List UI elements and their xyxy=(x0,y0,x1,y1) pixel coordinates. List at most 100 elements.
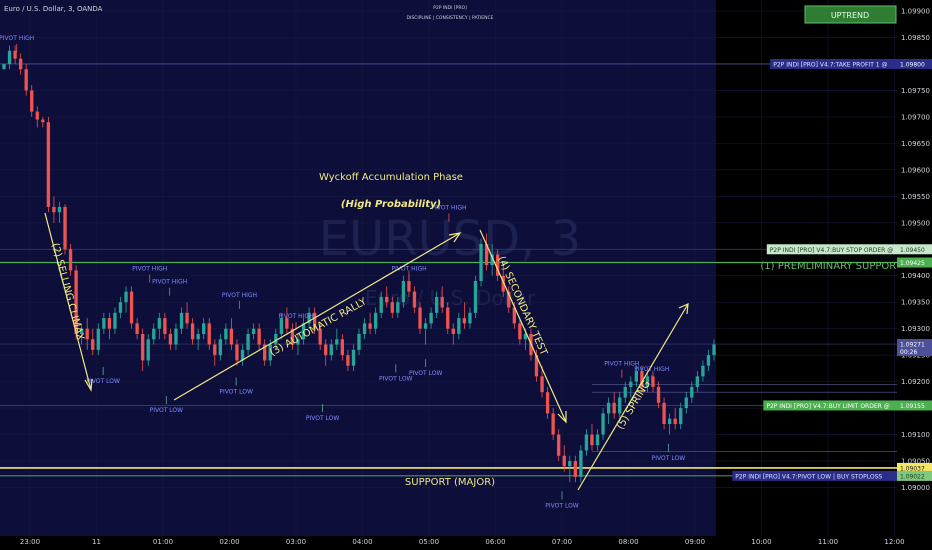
candle-body xyxy=(690,386,694,398)
candle-body xyxy=(213,344,217,356)
time-tick-label: 23:00 xyxy=(20,538,40,546)
candle-body xyxy=(512,307,516,324)
buy-limit-label-bg xyxy=(763,400,897,411)
candle-body xyxy=(496,254,500,276)
candle-body xyxy=(429,312,433,324)
candle-body xyxy=(102,318,106,329)
candle-body xyxy=(507,291,511,308)
candle-body xyxy=(606,402,611,414)
candle-body xyxy=(440,296,444,308)
price-tick-label: 1.09500 xyxy=(901,219,930,227)
candle-body xyxy=(373,312,378,329)
candle-body xyxy=(412,291,417,308)
price-tick-label: 1.09200 xyxy=(901,378,930,386)
candle-body xyxy=(451,328,455,334)
time-axis[interactable]: 23:00 11 01:00 02:00 03:00 04:00 05:00 06:00 07:… xyxy=(20,538,905,546)
pivot-high-label: PIVOT HIGH xyxy=(604,361,639,368)
chart-title: Wyckoff Accumulation Phase xyxy=(319,172,463,183)
price-tick-label: 1.09550 xyxy=(901,193,930,201)
candle-body xyxy=(562,455,566,467)
preliminary-price-tag: 1.09425 xyxy=(900,260,925,267)
pivot-low-label: PIVOT LOW xyxy=(545,502,579,509)
time-tick-label: 06:00 xyxy=(485,538,505,546)
pivot-high-label: PIVOT HIGH xyxy=(152,279,187,286)
symbol-title: Euro / U.S. Dollar, 3, OANDA xyxy=(4,5,103,13)
take-profit-label: P2P INDI [PRO] V4.7:TAKE PROFIT 1 @ xyxy=(773,61,887,68)
candle-body xyxy=(490,254,494,266)
candle-body xyxy=(18,58,23,70)
candle-body xyxy=(229,328,234,345)
candle-body xyxy=(85,328,89,340)
candle-body xyxy=(118,302,123,313)
chart-subtitle: (High Probability) xyxy=(341,199,441,210)
candle-body xyxy=(163,318,167,334)
candle-body xyxy=(52,206,56,213)
buy-stop-price-tag: 1.09450 xyxy=(900,247,925,254)
arrow-head-secondary-test xyxy=(557,411,567,424)
candle-body xyxy=(141,333,145,361)
candle-body xyxy=(251,328,256,334)
take-profit-price-tag: 1.09800 xyxy=(900,61,925,68)
candle-body xyxy=(601,413,605,435)
candle-body xyxy=(484,243,489,266)
candle-body xyxy=(462,318,467,324)
candle-body xyxy=(645,376,650,387)
candle-body xyxy=(174,328,178,345)
price-tags: P2P INDI [PRO] V4.7:TAKE PROFIT 1 @ P2P I… xyxy=(732,58,932,481)
time-tick-label: 03:00 xyxy=(286,538,306,546)
pivot-high-label: PIVOT HIGH xyxy=(391,265,426,272)
time-tick-label: 04:00 xyxy=(352,538,372,546)
annotation-arrows xyxy=(44,212,689,491)
pivot-low-label: PIVOT LOW xyxy=(86,378,120,385)
pivot-high-label: PIVOT HIGH xyxy=(222,292,257,299)
candle-body xyxy=(35,111,39,120)
price-axis[interactable]: 1.090001.090501.091001.091501.092001.092… xyxy=(897,0,932,550)
candle-body xyxy=(534,355,539,377)
candle-body xyxy=(590,434,594,446)
candle-body xyxy=(346,355,350,366)
candle-body xyxy=(301,323,306,340)
time-tick-label: 11:00 xyxy=(818,538,838,546)
candle-body xyxy=(595,434,600,446)
label-preliminary-support: (1) PREMLIMINARY SUPPORT xyxy=(760,261,902,272)
candle-body xyxy=(401,281,406,303)
candle-body xyxy=(662,402,666,424)
candle-body xyxy=(468,312,472,324)
buy-stop-price-tag-bg xyxy=(897,244,932,255)
candle-body xyxy=(202,323,206,334)
candle-body xyxy=(91,339,95,350)
price-tick-label: 1.09750 xyxy=(901,87,930,95)
candle-body xyxy=(24,69,28,91)
candle-body xyxy=(274,333,278,345)
stoploss-price-tag: 1.09022 xyxy=(900,473,925,480)
pivot-low-label: PIVOT LOW xyxy=(306,415,340,422)
candle-body xyxy=(418,307,422,329)
arrow-head-selling-climax xyxy=(84,378,93,392)
candle-body xyxy=(446,307,450,329)
candle-body xyxy=(68,249,73,271)
candle-body xyxy=(623,386,627,398)
price-levels xyxy=(0,63,897,477)
candle-body xyxy=(579,450,583,477)
price-tick-label: 1.09900 xyxy=(901,8,930,16)
candle-body xyxy=(357,333,361,350)
candle-body xyxy=(296,339,300,345)
arrow-head-spring xyxy=(678,303,689,315)
candle-body xyxy=(551,413,555,435)
time-tick-label: 05:00 xyxy=(419,538,439,546)
candle-body xyxy=(124,291,128,303)
pivot-low-label: PIVOT LOW xyxy=(150,407,184,414)
candle-body xyxy=(695,376,700,387)
uptrend-badge xyxy=(804,5,897,24)
candle-body xyxy=(656,386,661,403)
pivot-low-label: PIVOT LOW xyxy=(379,375,413,382)
candle-body xyxy=(207,323,211,345)
candle-body xyxy=(246,333,250,350)
time-tick-label: 11 xyxy=(92,538,101,546)
time-tick-label: 09:00 xyxy=(685,538,705,546)
candle-body xyxy=(13,50,17,59)
candle-body xyxy=(640,371,644,387)
candle-body xyxy=(63,206,67,250)
candle-body xyxy=(667,418,672,424)
